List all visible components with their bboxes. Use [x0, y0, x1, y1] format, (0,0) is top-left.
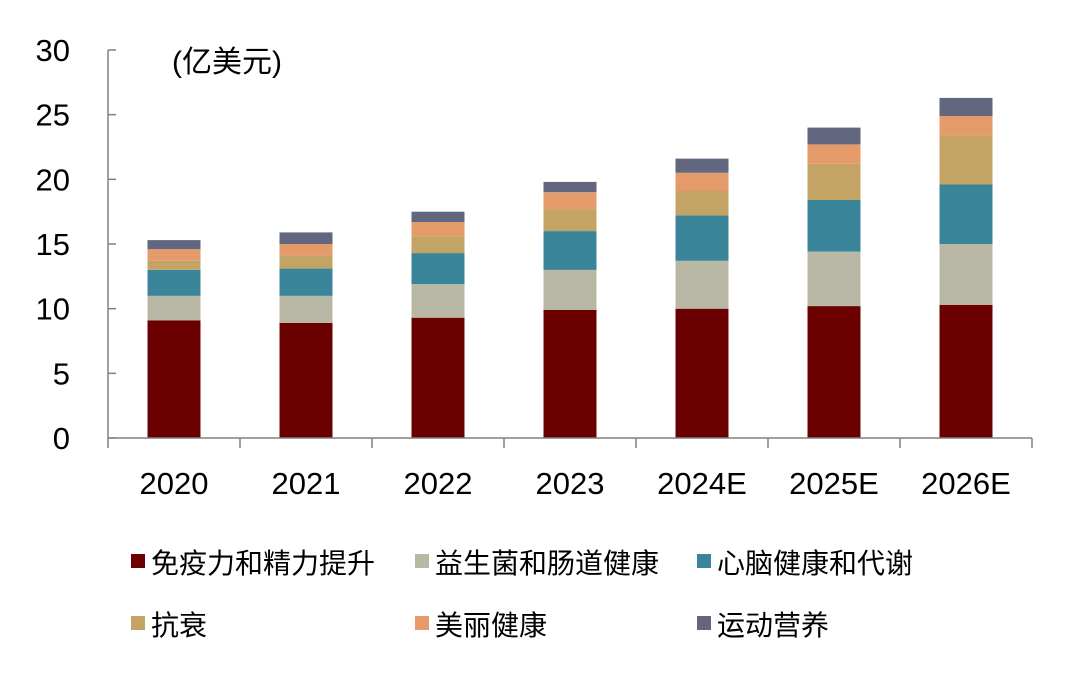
legend-swatch	[697, 554, 711, 568]
bar-segment	[675, 191, 729, 216]
y-tick-label: 20	[36, 162, 70, 197]
bar-segment	[147, 295, 201, 321]
bar-segment	[147, 240, 201, 250]
bar-segment	[147, 269, 201, 296]
bar-segment	[939, 135, 993, 185]
bar-segment	[675, 158, 729, 173]
bar-segment	[807, 127, 861, 145]
x-tick-label: 2020	[140, 466, 209, 501]
bar-segment	[939, 116, 993, 136]
legend-item: 心脑健康和代谢	[697, 548, 913, 579]
bar-segment	[279, 255, 333, 269]
y-tick-label: 25	[36, 98, 70, 133]
bar-segment	[939, 97, 993, 116]
y-tick-label: 10	[36, 292, 70, 327]
legend-item: 抗衰	[131, 610, 207, 641]
x-tick-label: 2022	[404, 466, 473, 501]
bar-segment	[147, 320, 201, 438]
x-tick-label: 2021	[272, 466, 341, 501]
bar-segment	[807, 251, 861, 307]
legend-label: 益生菌和肠道健康	[435, 548, 659, 579]
bar-segment	[279, 268, 333, 296]
bar-segment	[543, 231, 597, 270]
bar-segment	[807, 144, 861, 164]
bar-segment	[279, 232, 333, 244]
bar-segment	[807, 200, 861, 252]
x-tick-label: 2026E	[921, 466, 1011, 501]
bar-segment	[543, 181, 597, 193]
legend-item: 运动营养	[697, 610, 829, 641]
bar-segment	[411, 236, 465, 253]
y-tick-label: 30	[36, 33, 70, 68]
bar-segment	[543, 310, 597, 438]
y-tick-label: 5	[53, 356, 70, 391]
x-tick-label: 2024E	[657, 466, 747, 501]
bar-segment	[939, 304, 993, 438]
legend-item: 免疫力和精力提升	[131, 548, 375, 579]
bar-segment	[147, 260, 201, 270]
bar-segment	[147, 249, 201, 261]
x-tick-label: 2023	[536, 466, 605, 501]
legend-swatch	[131, 554, 145, 568]
bars-layer	[147, 97, 993, 438]
legend-label: 免疫力和精力提升	[151, 548, 375, 579]
legend-label: 心脑健康和代谢	[717, 548, 913, 579]
bar-segment	[279, 244, 333, 256]
bar-segment	[411, 222, 465, 237]
bar-segment	[675, 260, 729, 309]
bar-segment	[411, 211, 465, 222]
legend-label: 运动营养	[717, 610, 829, 641]
bar-segment	[675, 172, 729, 191]
bar-segment	[411, 317, 465, 438]
legend-swatch	[131, 616, 145, 630]
bar-segment	[807, 306, 861, 438]
bar-segment	[675, 215, 729, 261]
y-tick-label: 0	[53, 421, 70, 456]
x-tick-label: 2025E	[789, 466, 879, 501]
bar-segment	[411, 284, 465, 318]
bar-segment	[939, 184, 993, 244]
bar-segment	[411, 253, 465, 285]
bar-segment	[279, 322, 333, 438]
legend-label: 美丽健康	[435, 610, 547, 641]
bar-segment	[939, 244, 993, 305]
legend-swatch	[415, 616, 429, 630]
legend-label: 抗衰	[151, 610, 207, 641]
bar-segment	[543, 269, 597, 310]
bar-segment	[279, 295, 333, 323]
unit-label: (亿美元)	[172, 46, 282, 79]
y-tick-label: 15	[36, 227, 70, 262]
axes-layer: 0 5 10 15 20 25 30 2020 2021 2022 2023 2024E 2025E 20…	[36, 33, 1033, 501]
legend-item: 美丽健康	[415, 610, 547, 641]
bar-segment	[675, 308, 729, 438]
legend-item: 益生菌和肠道健康	[415, 548, 659, 579]
legend-swatch	[697, 616, 711, 630]
legend-swatch	[415, 554, 429, 568]
bar-segment	[807, 163, 861, 200]
bar-segment	[543, 192, 597, 210]
bar-segment	[543, 209, 597, 232]
